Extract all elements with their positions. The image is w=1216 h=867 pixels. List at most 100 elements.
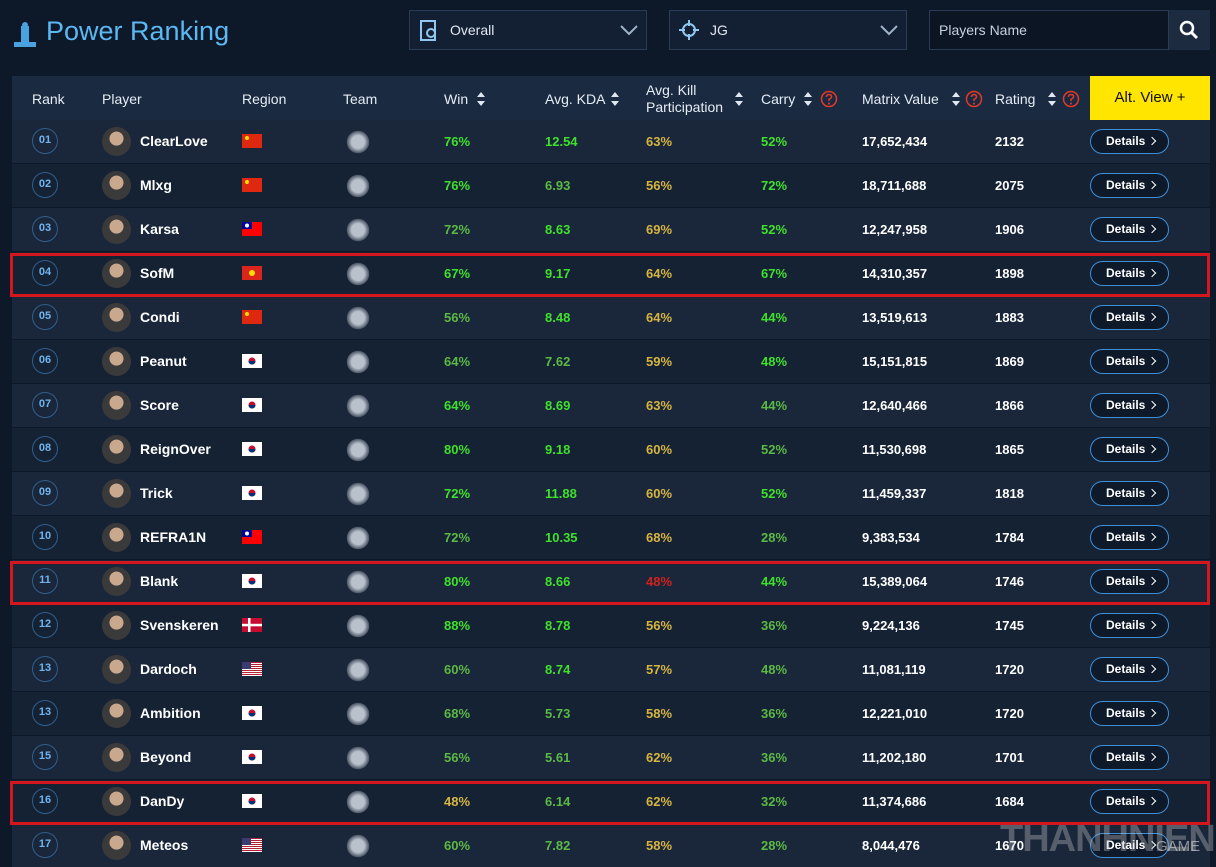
- sort-icon[interactable]: [803, 91, 813, 107]
- cell-value: 60%: [646, 486, 673, 501]
- search-input[interactable]: Players Name: [929, 10, 1169, 50]
- team-logo: [345, 657, 371, 683]
- details-button[interactable]: Details: [1090, 349, 1169, 374]
- dropdown-value: JG: [710, 22, 728, 38]
- cell-value: 9,224,136: [862, 618, 920, 633]
- details-button[interactable]: Details: [1090, 217, 1169, 242]
- cell-value: 62%: [646, 794, 673, 809]
- cell-value: 56%: [444, 310, 471, 325]
- player-avatar: [102, 699, 131, 728]
- cell-value: 10.35: [545, 530, 578, 545]
- details-button[interactable]: Details: [1090, 173, 1169, 198]
- column-header: Avg. Kill Participation: [646, 82, 724, 115]
- cell-value: 72%: [444, 486, 471, 501]
- cell-value: 48%: [761, 354, 788, 369]
- cell-value: 8,044,476: [862, 838, 920, 853]
- cell-value: 67%: [444, 266, 471, 281]
- dropdown-value: Overall: [450, 22, 495, 38]
- details-button[interactable]: Details: [1090, 745, 1169, 770]
- player-avatar: [102, 215, 131, 244]
- rank-badge: 02: [32, 172, 58, 198]
- cell-value: 14,310,357: [862, 266, 928, 281]
- player-avatar: [102, 347, 131, 376]
- page-title: Power Ranking: [46, 16, 230, 46]
- cell-value: 1745: [995, 618, 1024, 633]
- cell-value: 1883: [995, 310, 1024, 325]
- region-flag: [242, 398, 262, 412]
- team-logo: [345, 305, 371, 331]
- cell-value: 1898: [995, 266, 1024, 281]
- chevron: [1148, 796, 1157, 806]
- cell-value: 57%: [646, 662, 673, 677]
- details-button[interactable]: Details: [1090, 613, 1169, 638]
- cell-value: 1746: [995, 574, 1024, 589]
- cell-value: 58%: [646, 706, 673, 721]
- sort-icon[interactable]: [476, 91, 486, 107]
- player-name: Condi: [140, 309, 180, 325]
- cell-value: 44%: [761, 310, 788, 325]
- team-logo: [345, 789, 371, 815]
- cell-value: 58%: [646, 838, 673, 853]
- player-name: ReignOver: [140, 441, 211, 457]
- details-button[interactable]: Details: [1090, 481, 1169, 506]
- details-button[interactable]: Details: [1090, 261, 1169, 286]
- details-button[interactable]: Details: [1090, 525, 1169, 550]
- rank-badge: 03: [32, 216, 58, 242]
- cell-value: 72%: [761, 178, 788, 193]
- details-button[interactable]: Details: [1090, 393, 1169, 418]
- cell-value: 15,389,064: [862, 574, 928, 589]
- sort-icon[interactable]: [734, 91, 744, 107]
- cell-value: 12,247,958: [862, 222, 928, 237]
- details-button[interactable]: Details: [1090, 569, 1169, 594]
- details-button[interactable]: Details: [1090, 305, 1169, 330]
- table-row: 06 Peanut 64% 7.62 59% 48% 15,151,815 1869 Detai…: [12, 340, 1210, 384]
- search-button[interactable]: [1169, 10, 1210, 50]
- alt-view-button[interactable]: Alt. View +: [1090, 76, 1210, 120]
- details-button[interactable]: Details: [1090, 657, 1169, 682]
- table-row: 13 Ambition 68% 5.73 58% 36% 12,221,010 1720 Det…: [12, 692, 1210, 736]
- rank-badge: 11: [32, 568, 58, 594]
- chevron: [1148, 400, 1157, 410]
- cell-value: 76%: [444, 134, 471, 149]
- cell-value: 1818: [995, 486, 1024, 501]
- team-logo: [345, 217, 371, 243]
- details-button[interactable]: Details: [1090, 129, 1169, 154]
- details-button[interactable]: Details: [1090, 701, 1169, 726]
- player-name: SofM: [140, 265, 175, 281]
- player-avatar: [102, 303, 131, 332]
- cell-value: 60%: [444, 838, 471, 853]
- sort-icon[interactable]: [951, 91, 961, 107]
- table-row: 03 Karsa 72% 8.63 69% 52% 12,247,958 1906 Detail…: [12, 208, 1210, 252]
- column-header: Player: [102, 91, 142, 107]
- details-button[interactable]: Details: [1090, 789, 1169, 814]
- cell-value: 1701: [995, 750, 1024, 765]
- sort-icon[interactable]: [1047, 91, 1057, 107]
- table-row: 07 Score 64% 8.69 63% 44% 12,640,466 1866 Detail…: [12, 384, 1210, 428]
- dropdown-icon: [420, 20, 436, 41]
- rank-badge: 04: [32, 260, 58, 286]
- player-name: Peanut: [140, 353, 187, 369]
- position-dropdown[interactable]: JG: [669, 10, 907, 50]
- table-row: 15 Beyond 56% 5.61 62% 36% 11,202,180 1701 Detai…: [12, 736, 1210, 780]
- cell-value: 60%: [646, 442, 673, 457]
- cell-value: 15,151,815: [862, 354, 928, 369]
- rank-badge: 12: [32, 612, 58, 638]
- chevron: [1148, 708, 1157, 718]
- team-logo: [345, 613, 371, 639]
- player-avatar: [102, 743, 131, 772]
- cell-value: 48%: [444, 794, 471, 809]
- details-button[interactable]: Details: [1090, 437, 1169, 462]
- scope-dropdown[interactable]: Overall: [409, 10, 647, 50]
- dropdown-icon: [679, 20, 699, 40]
- sort-icon[interactable]: [610, 91, 620, 107]
- chevron: [1148, 136, 1157, 146]
- cell-value: 44%: [761, 398, 788, 413]
- details-button[interactable]: Details: [1090, 833, 1169, 858]
- chevron: [1148, 664, 1157, 674]
- player-avatar: [102, 655, 131, 684]
- player-avatar: [102, 479, 131, 508]
- chevron: [1148, 444, 1157, 454]
- rank-badge: 15: [32, 744, 58, 770]
- player-name: Score: [140, 397, 179, 413]
- cell-value: 44%: [761, 574, 788, 589]
